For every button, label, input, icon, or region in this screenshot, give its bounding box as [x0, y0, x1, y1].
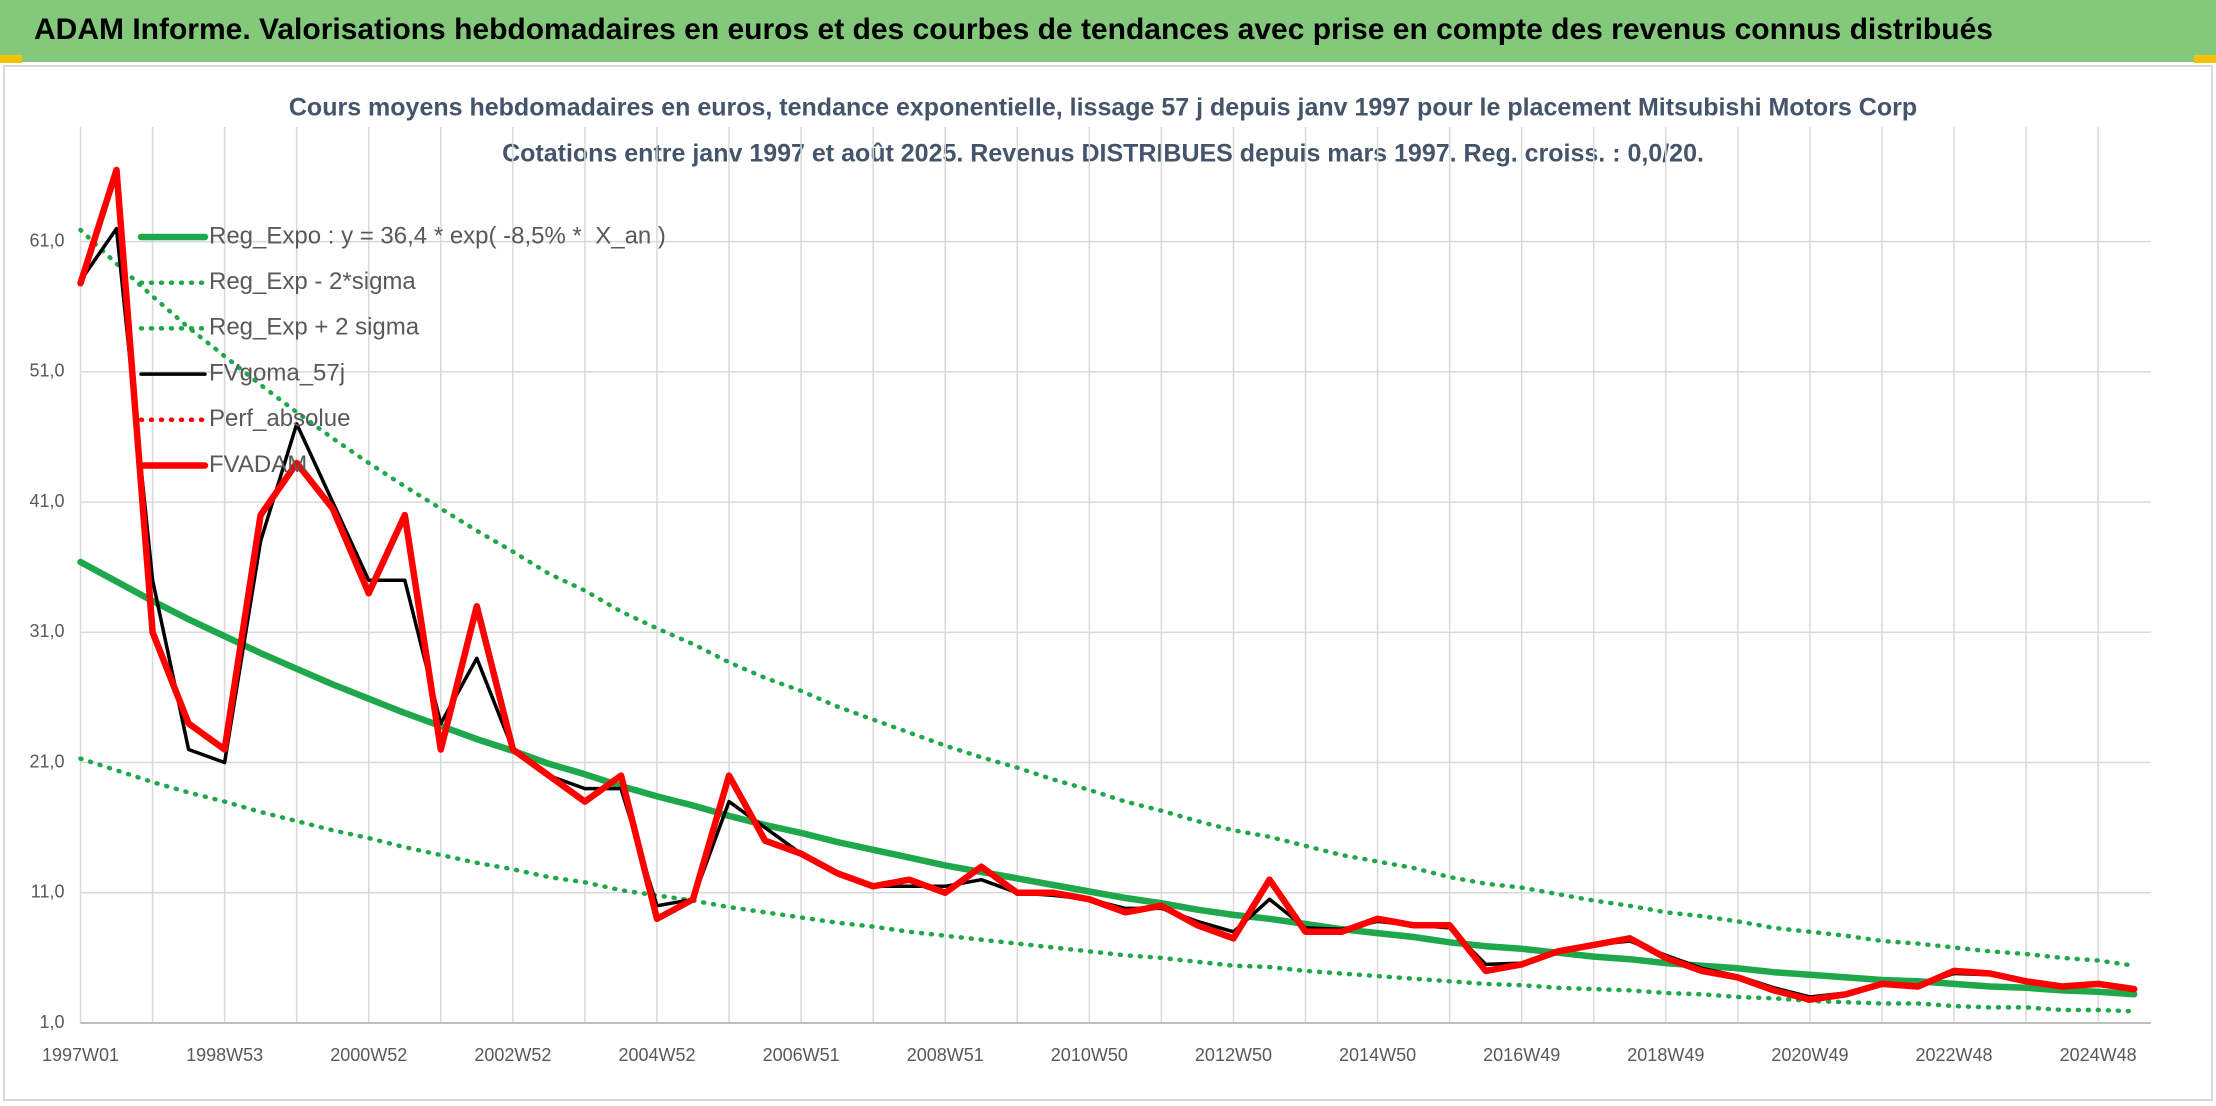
legend-label: Perf_absolue — [209, 405, 350, 432]
x-tick-label: 2006W51 — [763, 1045, 840, 1065]
legend-label: Reg_Exp - 2*sigma — [209, 268, 416, 295]
corner-mark — [0, 55, 22, 63]
y-tick-label: 61,0 — [29, 230, 64, 250]
header-bar — [0, 0, 2216, 62]
x-tick-label: 2020W49 — [1771, 1045, 1848, 1065]
x-tick-label: 2004W52 — [618, 1045, 695, 1065]
x-tick-label: 1998W53 — [186, 1045, 263, 1065]
legend-label: FVADAM — [209, 451, 307, 478]
x-tick-label: 2022W48 — [1916, 1045, 1993, 1065]
x-tick-label: 2018W49 — [1627, 1045, 1704, 1065]
chart-title: Cours moyens hebdomadaires en euros, ten… — [289, 94, 1917, 122]
axis-labels: 1,0 11,0 21,0 31,0 41,0 51,0 61,0 1997W01 1998W5… — [29, 230, 2136, 1064]
grid — [79, 127, 2151, 1024]
x-tick-label: 2012W50 — [1195, 1045, 1272, 1065]
plot-lines — [77, 166, 2138, 1014]
corner-mark — [2194, 55, 2216, 63]
legend-label: Reg_Exp + 2 sigma — [209, 314, 420, 341]
x-tick-label: 2010W50 — [1051, 1045, 1128, 1065]
chart-frame — [3, 65, 2213, 1101]
x-tick-label: 2002W52 — [474, 1045, 551, 1065]
legend: Reg_Expo : y = 36,4 * exp( -8,5% * X_an … — [137, 222, 666, 478]
y-tick-label: 11,0 — [31, 882, 65, 902]
y-tick-label: 31,0 — [29, 621, 64, 641]
x-tick-label: 2024W48 — [2060, 1045, 2137, 1065]
series-line — [77, 166, 2138, 1003]
x-tick-label: 1997W01 — [42, 1045, 119, 1065]
x-tick-label: 2000W52 — [330, 1045, 407, 1065]
chart-subtitle: Cotations entre janv 1997 et août 2025. … — [502, 140, 1704, 168]
legend-label: Reg_Expo : y = 36,4 * exp( -8,5% * X_an … — [209, 222, 666, 249]
y-tick-label: 21,0 — [29, 751, 64, 771]
y-tick-label: 1,0 — [39, 1012, 64, 1032]
x-tick-label: 2016W49 — [1483, 1045, 1560, 1065]
x-tick-label: 2014W50 — [1339, 1045, 1416, 1065]
legend-label: FVgoma_57j — [209, 359, 345, 386]
y-tick-label: 51,0 — [29, 361, 64, 381]
y-tick-label: 41,0 — [29, 491, 64, 511]
header-title: ADAM Informe. Valorisations hebdomadaire… — [34, 13, 1993, 46]
series-line — [77, 558, 2138, 998]
x-tick-label: 2008W51 — [907, 1045, 984, 1065]
